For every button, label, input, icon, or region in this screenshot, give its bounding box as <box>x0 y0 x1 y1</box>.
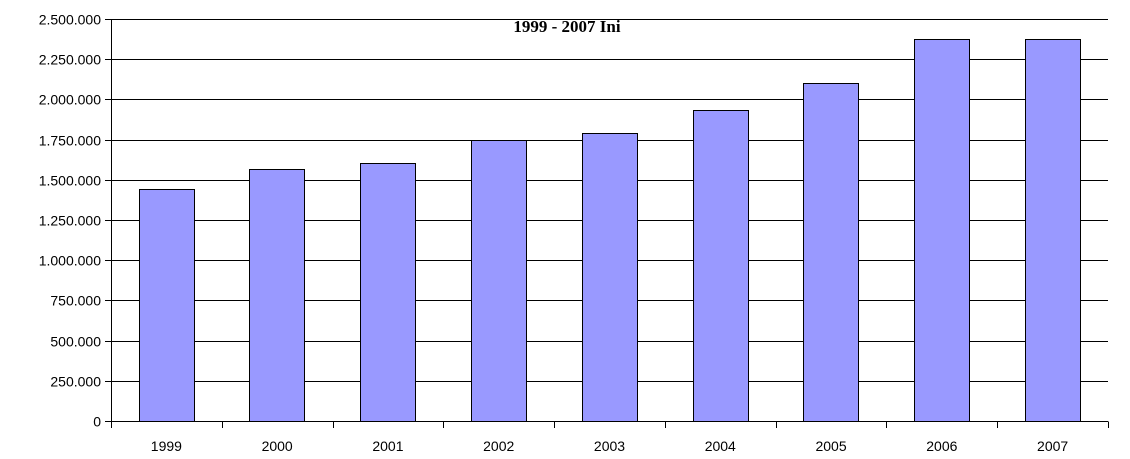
chart-title: 1999 - 2007 Ini <box>513 17 620 36</box>
x-tick-label: 2006 <box>926 438 957 454</box>
y-tick-label: 1.500.000 <box>39 173 101 189</box>
bar-2000 <box>249 169 305 422</box>
y-tick-label: 2.000.000 <box>39 92 101 108</box>
bar-2005 <box>803 83 859 422</box>
x-tick-label: 2002 <box>483 438 514 454</box>
x-tick-label: 2004 <box>705 438 736 454</box>
y-tick-label: 1.000.000 <box>39 253 101 269</box>
bar-2006 <box>914 39 970 422</box>
y-tick-label: 750.000 <box>50 293 101 309</box>
y-tick-label: 1.250.000 <box>39 213 101 229</box>
bar-1999 <box>139 189 195 422</box>
y-tick-label: 0 <box>93 414 101 430</box>
axes <box>105 19 1109 428</box>
x-tick-labels: 1999 2000 2001 2002 2003 2004 2005 2006 2007 <box>151 438 1069 454</box>
y-tick-label: 250.000 <box>50 374 101 390</box>
y-tick-label: 2.250.000 <box>39 52 101 68</box>
x-tick-label: 2005 <box>815 438 846 454</box>
y-tick-labels: 0 250.000 500.000 750.000 1.000.000 1.250.000… <box>39 12 102 430</box>
bar-2003 <box>582 133 638 422</box>
bar-2002 <box>471 140 527 422</box>
bar-2004 <box>693 110 749 422</box>
y-tick-label: 500.000 <box>50 334 101 350</box>
chart-title-layer: 1999 - 2007 Ini <box>513 17 620 36</box>
x-tick-label: 2007 <box>1037 438 1068 454</box>
x-tick-label: 2000 <box>262 438 293 454</box>
x-tick-label: 2003 <box>594 438 625 454</box>
bar-2001 <box>360 163 416 422</box>
bars <box>139 39 1081 422</box>
y-tick-label: 1.750.000 <box>39 133 101 149</box>
x-tick-label: 1999 <box>151 438 182 454</box>
bar-2007 <box>1025 39 1081 422</box>
x-tick-label: 2001 <box>372 438 403 454</box>
y-tick-label: 2.500.000 <box>39 12 101 28</box>
